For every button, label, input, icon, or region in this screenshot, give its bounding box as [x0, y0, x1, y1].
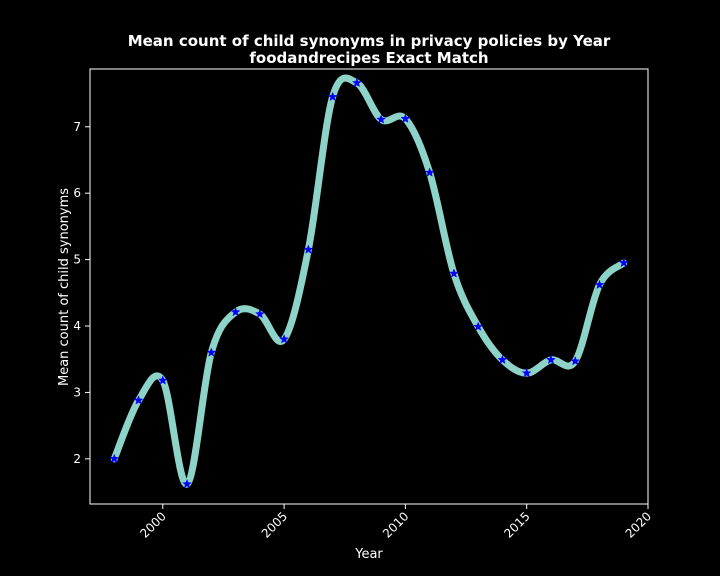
data-point [521, 367, 532, 378]
data-point [303, 244, 314, 254]
data-point [497, 354, 508, 365]
data-point [618, 257, 629, 268]
data-point [279, 334, 290, 344]
plot-frame [89, 68, 649, 505]
y-axis-label: Mean count of child synonyms [57, 188, 72, 386]
y-tick-label: 7 [73, 120, 81, 134]
data-point [157, 375, 168, 385]
y-tick-label: 2 [73, 452, 81, 466]
data-point [594, 279, 605, 290]
data-point [473, 321, 484, 331]
data-point [182, 478, 192, 489]
data-point [400, 113, 411, 124]
data-point [109, 453, 120, 464]
data-point [230, 306, 241, 317]
chart-subtitle: foodandrecipes Exact Match [249, 49, 488, 67]
data-point [133, 395, 144, 405]
y-tick-label: 6 [73, 186, 81, 200]
data-point [327, 91, 338, 102]
data-point [448, 268, 459, 278]
chart-title: Mean count of child synonyms in privacy … [128, 32, 611, 50]
data-point [254, 308, 265, 319]
y-tick-label: 4 [73, 319, 81, 333]
data-point [424, 167, 435, 177]
y-tick-label: 5 [73, 253, 81, 267]
data-point [570, 355, 581, 366]
data-point [376, 114, 387, 124]
data-point [546, 354, 556, 365]
x-axis-label: Year [354, 547, 383, 562]
data-point [206, 347, 217, 357]
y-tick-label: 3 [73, 385, 81, 399]
data-point [351, 77, 362, 88]
